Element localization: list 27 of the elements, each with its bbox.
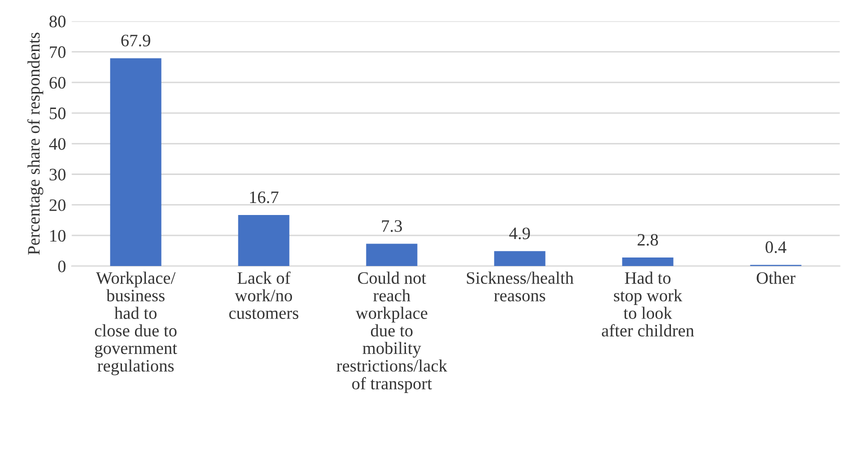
x-tick-label: Had to stop work to look after children — [602, 272, 694, 337]
y-tick-label: 10 — [50, 230, 66, 242]
x-tick-label: Other — [756, 272, 796, 284]
y-tick-label: 40 — [49, 138, 66, 150]
y-tick-label: 80 — [49, 16, 66, 28]
data-label: 16.7 — [250, 191, 278, 204]
x-tick-label: Workplace/ business had to close due to government regulations — [94, 272, 178, 376]
bar — [110, 58, 162, 266]
x-tick-label: Sickness/health reasons — [466, 272, 574, 302]
data-label: 67.9 — [121, 34, 150, 46]
bar — [494, 251, 546, 266]
y-tick-label: 20 — [50, 199, 66, 212]
y-tick-label: 30 — [50, 168, 66, 180]
data-label: 4.9 — [509, 228, 530, 240]
bar — [366, 244, 418, 266]
bar — [238, 214, 290, 266]
data-label: 2.8 — [638, 234, 658, 246]
data-label: 7.3 — [382, 220, 402, 232]
x-tick-label: Lack of work/no customers — [229, 271, 298, 319]
y-axis-title: Percentage share of respondents — [27, 32, 44, 255]
data-label: 0.4 — [766, 241, 786, 254]
y-tick-label: 70 — [50, 46, 66, 58]
y-tick-label: 60 — [50, 76, 66, 89]
y-tick-label: 50 — [50, 108, 66, 120]
y-tick-label: 0 — [58, 260, 66, 272]
bar — [622, 258, 674, 266]
x-tick-label: Could not reach workplace due to mobility restrictions/lack of transport — [336, 272, 448, 393]
